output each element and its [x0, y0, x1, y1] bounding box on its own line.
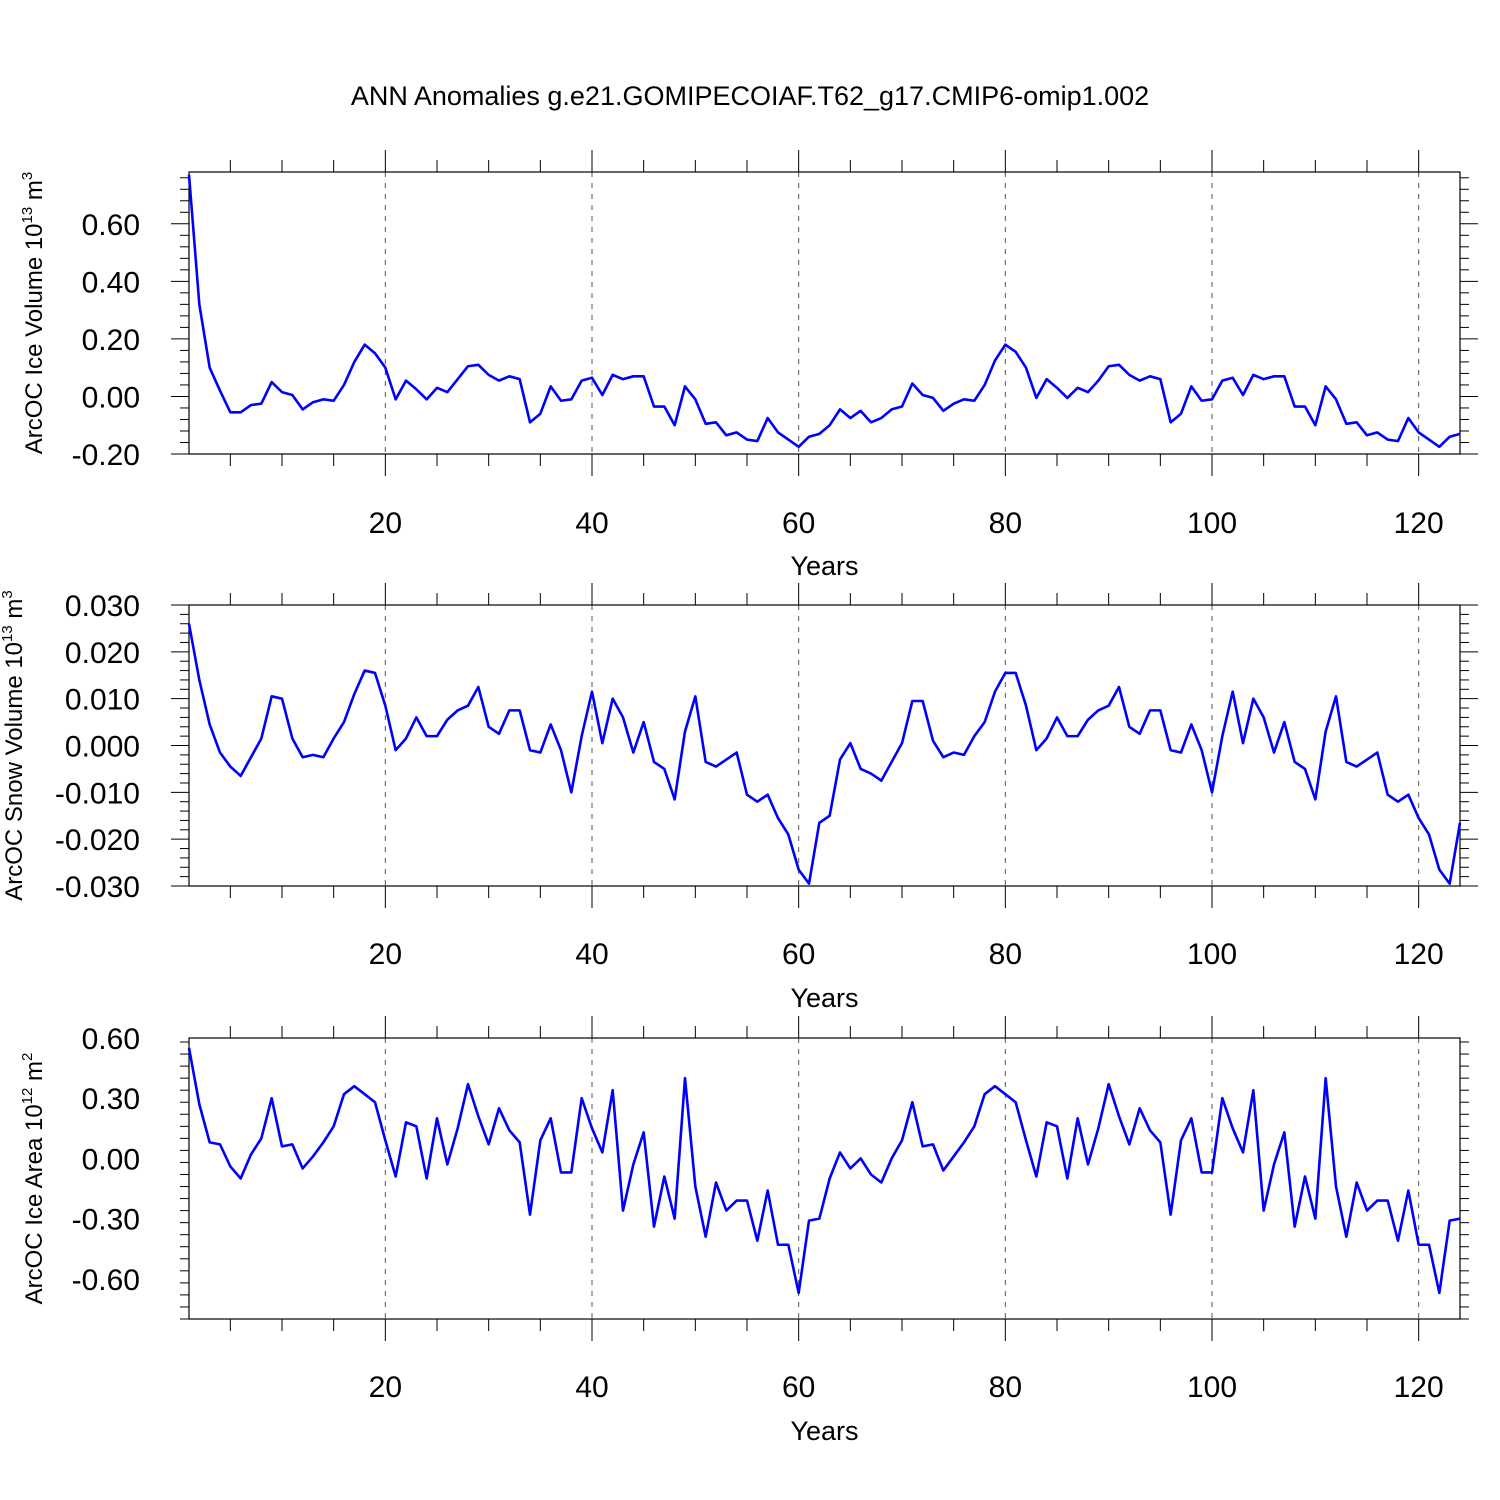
y-tick-label: 0.000 [65, 731, 140, 764]
y-tick-label: -0.010 [55, 777, 140, 810]
x-tick-label: 40 [575, 938, 608, 971]
y-tick-label: 0.020 [65, 637, 140, 670]
x-tick-label: 60 [782, 938, 815, 971]
x-tick-label: 100 [1187, 938, 1237, 971]
figure-title: ANN Anomalies g.e21.GOMIPECOIAF.T62_g17.… [351, 81, 1149, 111]
x-tick-label: 120 [1394, 1371, 1444, 1404]
x-tick-label: 60 [782, 507, 815, 540]
y-tick-label: 0.030 [65, 590, 140, 623]
x-tick-label: 100 [1187, 507, 1237, 540]
x-tick-label: 20 [369, 938, 402, 971]
x-tick-label: 120 [1394, 938, 1444, 971]
y-tick-label: -0.30 [72, 1204, 140, 1237]
x-tick-label: 20 [369, 1371, 402, 1404]
x-tick-label: 120 [1394, 507, 1444, 540]
panel-1: -0.20 0.00 0.20 0.40 0.60 20 40 60 80 100 120 Years… [19, 150, 1478, 581]
series-line [187, 1047, 1461, 1295]
panel-3: -0.60 -0.30 0.00 0.30 0.60 20 40 60 80 100 120 Year… [19, 1016, 1469, 1446]
plot-frame [188, 171, 1461, 455]
x-tick-label: 20 [369, 507, 402, 540]
x-tick-label: 80 [989, 507, 1022, 540]
x-tick-label: 80 [989, 938, 1022, 971]
y-tick-label: 0.40 [82, 266, 140, 299]
y-axis-label: ArcOC Snow Volume 1013 m3 [0, 590, 28, 901]
y-tick-label: 0.60 [82, 1023, 140, 1056]
y-tick-label: 0.00 [82, 381, 140, 414]
x-tick-label: 40 [575, 507, 608, 540]
x-tick-label: 60 [782, 1371, 815, 1404]
x-axis-label: Years [790, 983, 858, 1013]
x-tick-label: 40 [575, 1371, 608, 1404]
x-axis-label: Years [790, 551, 858, 581]
series-line [187, 623, 1462, 885]
y-tick-label: -0.030 [55, 871, 140, 904]
y-tick-label: -0.20 [72, 439, 140, 472]
y-tick-label: 0.20 [82, 324, 140, 357]
series-line [187, 174, 1461, 449]
y-tick-label: 0.30 [82, 1083, 140, 1116]
x-tick-label: 100 [1187, 1371, 1237, 1404]
y-tick-label: -0.020 [55, 824, 140, 857]
x-axis-label: Years [790, 1416, 858, 1446]
plot-frame [188, 604, 1461, 887]
x-tick-label: 80 [989, 1371, 1022, 1404]
y-tick-label: 0.010 [65, 684, 140, 717]
y-tick-label: 0.60 [82, 209, 140, 242]
y-tick-label: 0.00 [82, 1143, 140, 1176]
y-tick-label: -0.60 [72, 1264, 140, 1297]
plot-frame [188, 1037, 1461, 1320]
panel-2: -0.030 -0.020 -0.010 0.000 0.010 0.020 0.030 20… [0, 583, 1478, 1013]
y-axis-label: ArcOC Ice Area 1012 m2 [19, 1053, 48, 1305]
y-axis-label: ArcOC Ice Volume 1013 m3 [19, 172, 48, 454]
